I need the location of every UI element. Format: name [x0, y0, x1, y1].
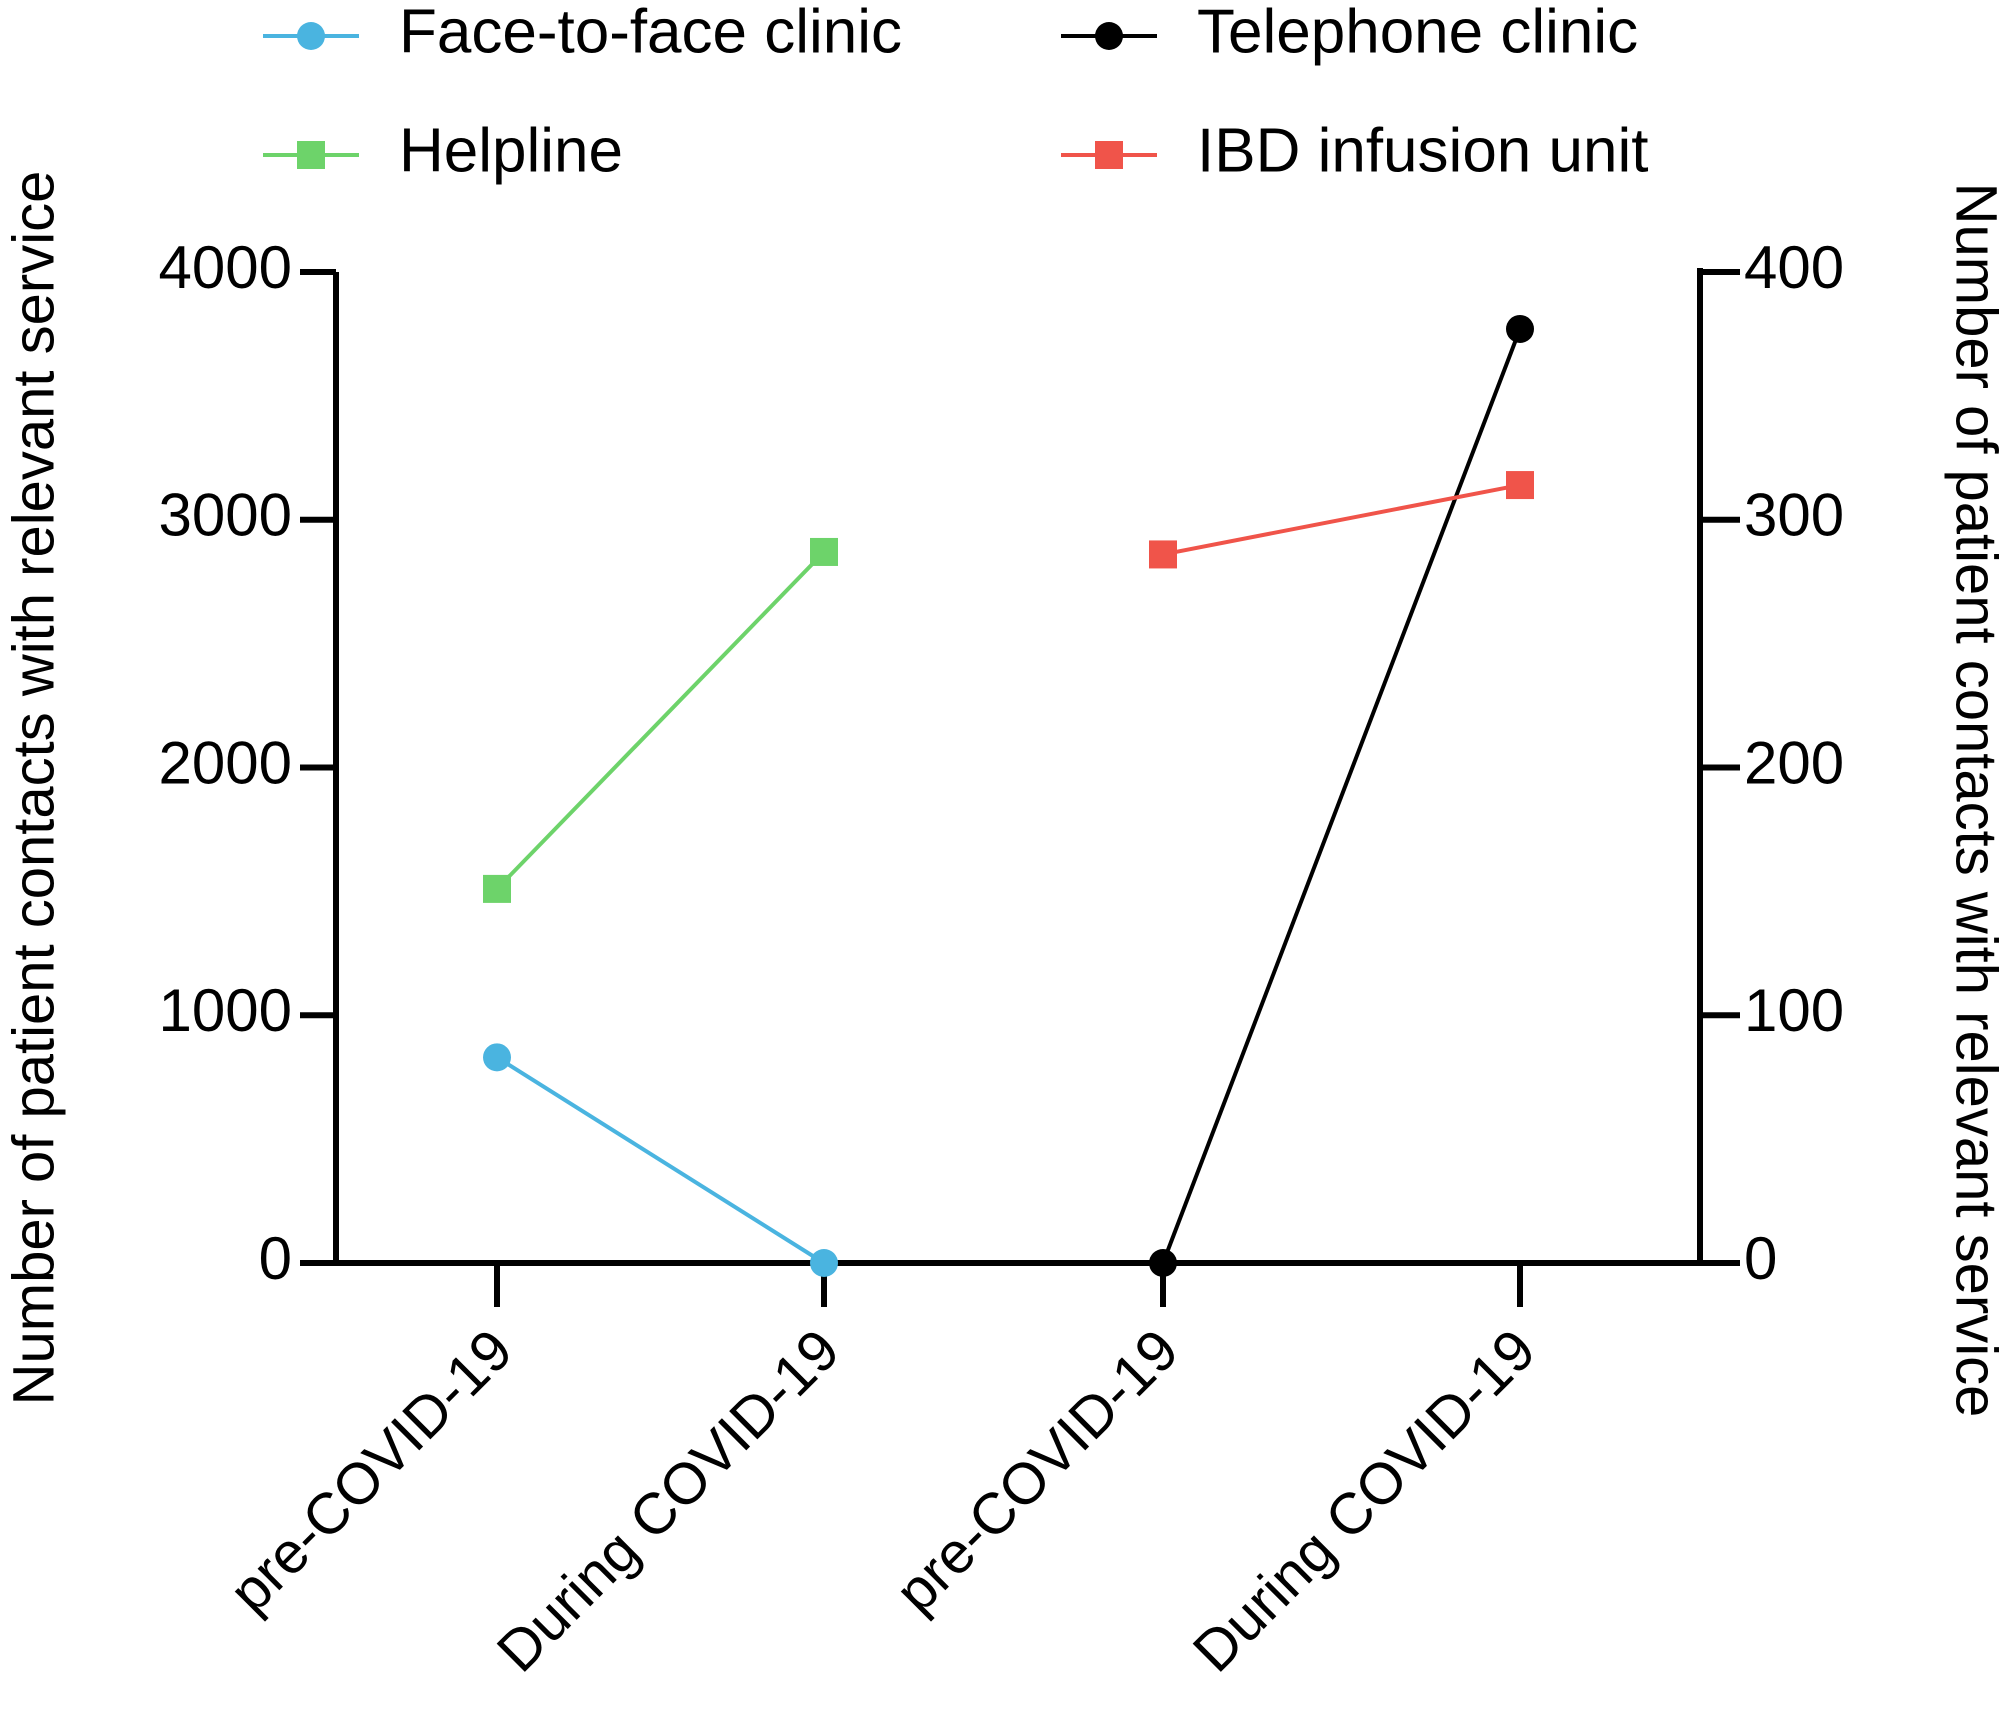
y-tick-label: 3000 — [159, 482, 292, 549]
legend-label: IBD infusion unit — [1197, 116, 1648, 185]
x-tick-label: During COVID-19 — [1181, 1317, 1548, 1684]
series-line — [495, 1055, 826, 1265]
legend-marker — [1095, 141, 1123, 169]
marker — [1506, 471, 1534, 500]
marker — [1149, 540, 1177, 569]
marker — [1149, 1249, 1177, 1277]
y2-tick-label: 200 — [1744, 729, 1844, 796]
y-tick-label: 2000 — [159, 729, 292, 796]
legend-label: Face-to-face clinic — [399, 0, 902, 66]
series-line — [495, 550, 826, 891]
x-tick-label: pre-COVID-19 — [883, 1317, 1191, 1625]
legend-label: Telephone clinic — [1197, 0, 1638, 66]
y2-tick-label: 400 — [1744, 234, 1844, 301]
legend-marker — [297, 141, 325, 169]
y2-axis-title: Number of patient contacts with relevant… — [1944, 183, 2008, 1418]
x-tick-label: During COVID-19 — [485, 1317, 852, 1684]
y-axis-title: Number of patient contacts with relevant… — [1, 171, 66, 1406]
marker — [810, 1249, 838, 1277]
marker — [483, 1043, 511, 1072]
series-line — [1162, 483, 1521, 557]
y2-tick-label: 100 — [1744, 977, 1844, 1044]
y2-tick-label: 300 — [1744, 482, 1844, 549]
series-line — [1161, 328, 1522, 1264]
legend-label: Helpline — [399, 116, 623, 185]
y-tick-label: 1000 — [159, 977, 292, 1044]
y-tick-label: 4000 — [159, 234, 292, 301]
legend-marker — [1095, 22, 1123, 50]
x-tick-label: pre-COVID-19 — [217, 1317, 525, 1625]
y-tick-label: 0 — [259, 1225, 292, 1292]
y2-tick-label: 0 — [1744, 1225, 1777, 1292]
marker — [810, 537, 838, 566]
legend-marker — [297, 22, 325, 50]
marker — [1506, 314, 1534, 343]
marker — [483, 874, 511, 903]
